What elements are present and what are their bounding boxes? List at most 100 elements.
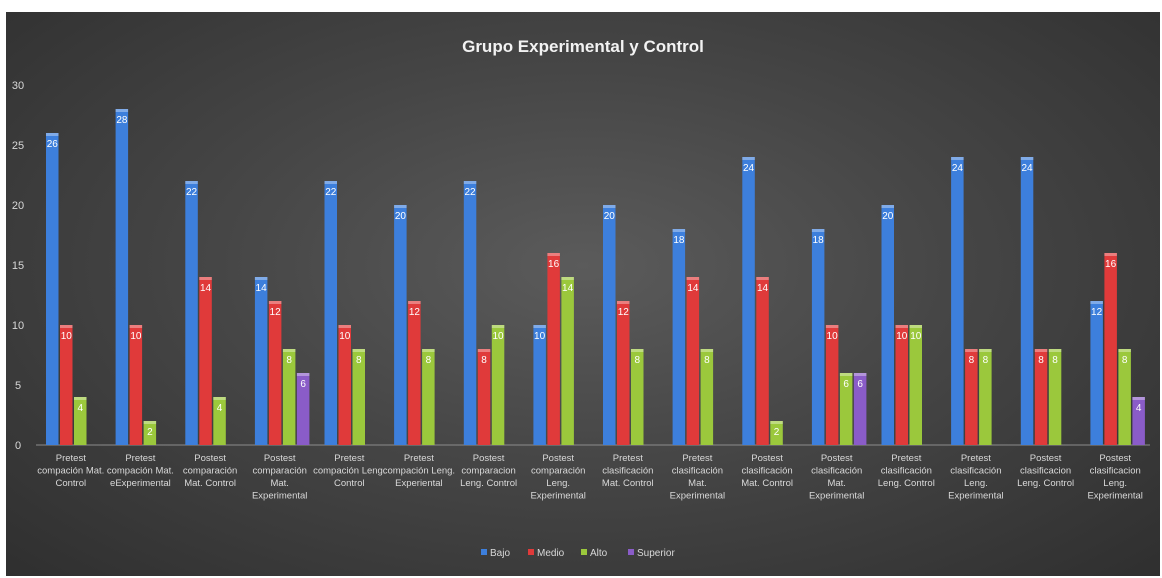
bar-bajo-15 [1090, 301, 1103, 445]
category-label-15: Postest clasificacion Leng. Experimental [1087, 453, 1142, 502]
bar-superior-15 [1132, 397, 1145, 445]
bar-superior-11 [853, 373, 867, 445]
bar-bajo-14 [1020, 157, 1034, 445]
category-label-13: Pretest clasificación Leng. Experimental [948, 453, 1003, 502]
y-tick-label-6: 30 [12, 80, 24, 92]
bar-highlight-bajo-4 [324, 181, 337, 184]
category-label-line: Mat. [270, 478, 288, 489]
category-label-line: Mat. Control [602, 478, 654, 489]
category-label-5: Pretest compación Leng. Experiental [383, 453, 455, 489]
category-label-line: Leng. Control [1017, 478, 1074, 489]
y-tick-label-5: 25 [12, 140, 24, 152]
bar-highlight-bajo-13 [951, 157, 964, 160]
data-label-medio-15: 16 [1105, 259, 1117, 270]
bar-highlight-alto-6 [491, 325, 505, 328]
bar-medio-2 [199, 277, 212, 445]
category-label-line: Leng. Control [460, 478, 517, 489]
category-label-9: Pretest clasificación Mat. Experimental [670, 453, 725, 502]
category-label-14: Postest clasificacion Leng. Control [1017, 453, 1074, 489]
legend-swatch-medio [528, 549, 534, 555]
bar-highlight-bajo-15 [1090, 301, 1103, 304]
category-label-line: clasificacion [1020, 466, 1071, 477]
category-label-line: Pretest [682, 453, 712, 464]
data-label-alto-15: 8 [1122, 355, 1128, 366]
data-label-alto-3: 8 [286, 355, 292, 366]
bar-highlight-bajo-14 [1020, 157, 1034, 160]
data-label-bajo-0: 26 [47, 139, 59, 150]
category-label-line: compación Mat. [37, 466, 104, 477]
y-tick-label-1: 5 [15, 380, 21, 392]
category-label-line: Experimental [252, 491, 307, 502]
bar-highlight-alto-3 [282, 349, 296, 352]
category-label-line: Postest [542, 453, 574, 464]
bar-alto-2 [213, 397, 226, 445]
bar-highlight-bajo-7 [533, 325, 546, 328]
bar-medio-10 [756, 277, 769, 445]
category-label-line: Experiental [395, 478, 443, 489]
category-label-line: Mat. Control [184, 478, 236, 489]
category-label-2: Postest comparación Mat. Control [183, 453, 237, 489]
category-label-line: comparación [183, 466, 237, 477]
bar-highlight-medio-7 [547, 253, 560, 256]
bar-highlight-alto-9 [700, 349, 714, 352]
chart-panel: Grupo Experimental y Control 0 5 10 15 20 25 3… [6, 12, 1160, 576]
bar-highlight-bajo-2 [185, 181, 198, 184]
bar-superior-3 [296, 373, 310, 445]
category-label-line: Leng. [546, 478, 570, 489]
data-label-medio-13: 8 [969, 355, 975, 366]
data-label-bajo-13: 24 [952, 163, 964, 174]
bar-alto-7 [561, 277, 574, 445]
data-label-medio-10: 14 [757, 283, 769, 294]
category-label-line: Postest [194, 453, 226, 464]
legend-swatch-alto [581, 549, 587, 555]
data-label-medio-7: 16 [548, 259, 560, 270]
bar-alto-6 [491, 325, 505, 445]
category-label-line: Pretest [891, 453, 921, 464]
bar-highlight-medio-1 [129, 325, 143, 328]
data-label-alto-14: 8 [1052, 355, 1058, 366]
data-label-bajo-2: 22 [186, 187, 198, 198]
bar-highlight-superior-3 [296, 373, 310, 376]
category-label-line: Postest [1030, 453, 1062, 464]
bar-bajo-10 [742, 157, 755, 445]
category-label-line: Experimental [809, 491, 864, 502]
bar-highlight-alto-1 [143, 421, 157, 424]
bar-chart: Grupo Experimental y Control 0 5 10 15 20 25 3… [12, 37, 1150, 559]
category-label-line: eExperimental [110, 478, 171, 489]
bar-bajo-8 [603, 205, 616, 445]
category-label-line: clasificacion [1090, 466, 1141, 477]
bar-highlight-superior-15 [1132, 397, 1145, 400]
bar-medio-11 [825, 325, 839, 445]
legend-label-medio: Medio [537, 548, 565, 559]
category-label-line: Postest [821, 453, 853, 464]
bar-highlight-bajo-10 [742, 157, 755, 160]
data-label-alto-6: 10 [492, 331, 504, 342]
bar-alto-13 [979, 349, 992, 445]
data-label-bajo-3: 14 [256, 283, 268, 294]
bar-medio-6 [477, 349, 491, 445]
bar-bajo-3 [254, 277, 268, 445]
data-label-alto-8: 8 [635, 355, 641, 366]
category-label-line: comparación [531, 466, 585, 477]
bar-highlight-bajo-11 [811, 229, 825, 232]
category-label-line: compación Leng. [383, 466, 455, 477]
bar-highlight-bajo-6 [463, 181, 477, 184]
category-label-line: Leng. [1103, 478, 1127, 489]
category-label-7: Postest comparación Leng. Experimental [530, 453, 585, 502]
category-label-line: compación Leng. [313, 466, 385, 477]
category-label-line: Mat. [688, 478, 706, 489]
data-label-bajo-14: 24 [1021, 163, 1033, 174]
y-tick-label-3: 15 [12, 260, 24, 272]
bar-highlight-medio-9 [686, 277, 700, 280]
bar-alto-0 [74, 397, 87, 445]
bar-highlight-medio-0 [60, 325, 73, 328]
chart-title: Grupo Experimental y Control [462, 37, 704, 56]
bar-highlight-alto-13 [979, 349, 992, 352]
category-label-line: clasificación [811, 466, 862, 477]
category-label-line: Leng. [964, 478, 988, 489]
bar-highlight-bajo-8 [603, 205, 616, 208]
data-label-medio-1: 10 [130, 331, 142, 342]
data-label-medio-0: 10 [61, 331, 73, 342]
category-label-line: clasificación [950, 466, 1001, 477]
